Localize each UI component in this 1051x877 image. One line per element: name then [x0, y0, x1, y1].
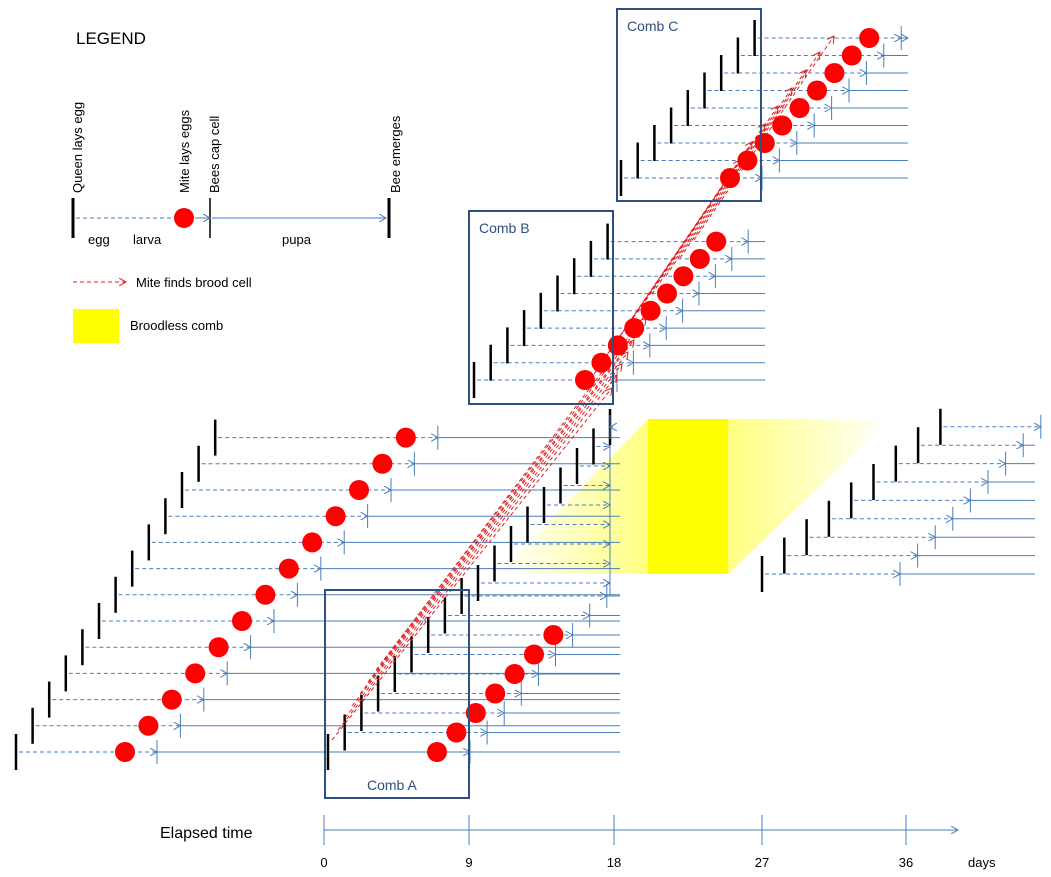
mite-path-arrow: [331, 388, 612, 741]
mite-dot: [607, 335, 628, 356]
legend-title: LEGEND: [76, 29, 146, 48]
axis-tick-label: 36: [899, 855, 913, 870]
mite-dot: [504, 664, 525, 684]
mite-path-arrow: [351, 352, 628, 707]
legend-emerge-label: Bee emerges: [388, 115, 403, 193]
time-axis: Elapsed time 0 9 18 27 36 days: [160, 815, 996, 870]
mite-path-arrow: [693, 36, 834, 241]
mite-dot: [349, 480, 369, 500]
legend: LEGEND Queen lays egg Mite lays eggs Bee…: [70, 29, 403, 343]
mite-dot: [772, 115, 793, 136]
mite-dot: [624, 318, 645, 339]
mite-dot: [302, 532, 323, 553]
brood-cells: [14, 20, 1041, 770]
broodless-fade-right: [728, 419, 890, 574]
mite-dot: [208, 637, 229, 658]
mite-paths: [331, 36, 834, 741]
legend-cap-label: Bees cap cell: [207, 116, 222, 193]
mite-dot: [859, 28, 880, 48]
comb-boxes: Comb A Comb B Comb C: [324, 8, 762, 799]
axis-tick-label: 27: [755, 855, 769, 870]
comb-b-box: [468, 210, 614, 405]
mite-dot: [673, 266, 694, 287]
legend-broodless-swatch: [73, 309, 119, 343]
mite-dot: [575, 370, 595, 390]
mite-dot: [138, 715, 159, 736]
broodless-comb: [648, 419, 728, 574]
mite-path-arrow: [599, 160, 740, 366]
mite-dot: [706, 231, 727, 252]
mite-dot: [185, 663, 206, 684]
mite-dot: [720, 168, 740, 188]
mite-dot: [689, 248, 710, 269]
broodless-region: [500, 419, 890, 574]
mite-dot: [395, 427, 416, 448]
broodless-fade-left: [500, 419, 648, 574]
mite-path-arrow: [375, 318, 646, 671]
mite-dot: [807, 80, 827, 101]
legend-queen-label: Queen lays egg: [70, 102, 85, 193]
mite-dot: [372, 453, 393, 474]
mite-dot: [115, 742, 135, 762]
mite-dot: [485, 683, 506, 704]
mite-dot: [737, 150, 758, 171]
mite-dot: [591, 352, 612, 373]
mite-dot: [841, 45, 862, 66]
mite-dots: [115, 28, 880, 762]
mite-dot: [446, 722, 467, 743]
mite-dot: [278, 558, 299, 579]
mite-dot: [789, 98, 810, 118]
mite-dot: [640, 300, 661, 321]
legend-mite-label: Mite lays eggs: [177, 109, 192, 193]
axis-tick-label: 18: [607, 855, 621, 870]
axis-tick-label: 0: [320, 855, 327, 870]
mite-dot: [543, 625, 564, 645]
comb-a-label: Comb A: [367, 777, 417, 793]
mite-dot: [161, 689, 182, 710]
mite-dot: [325, 506, 346, 527]
axis-title: Elapsed time: [160, 825, 253, 842]
legend-egg-label: egg: [88, 232, 110, 247]
mite-dot: [465, 703, 486, 723]
mite-dot: [754, 133, 775, 153]
axis-tick-label: 9: [465, 855, 472, 870]
comb-b-label: Comb B: [479, 220, 530, 236]
legend-pupa-label: pupa: [282, 232, 312, 247]
comb-a-box: [324, 589, 470, 799]
mite-dot: [255, 584, 276, 605]
mite-dot: [524, 644, 544, 665]
legend-mite-path-label: Mite finds brood cell: [136, 275, 252, 290]
mite-dot: [657, 283, 677, 304]
mite-path-arrow: [651, 88, 792, 295]
comb-c-box: [616, 8, 762, 202]
legend-mite-dot: [174, 208, 194, 228]
mite-dot: [232, 611, 252, 631]
mite-path-arrow: [337, 375, 617, 731]
mite-path-arrow: [359, 340, 634, 695]
legend-larva-label: larva: [133, 232, 162, 247]
mite-path-arrow: [344, 364, 622, 719]
mite-dot: [427, 742, 447, 762]
comb-c-label: Comb C: [627, 18, 678, 34]
mite-dot: [824, 63, 845, 83]
legend-broodless-label: Broodless comb: [130, 318, 223, 333]
axis-unit: days: [968, 855, 996, 870]
